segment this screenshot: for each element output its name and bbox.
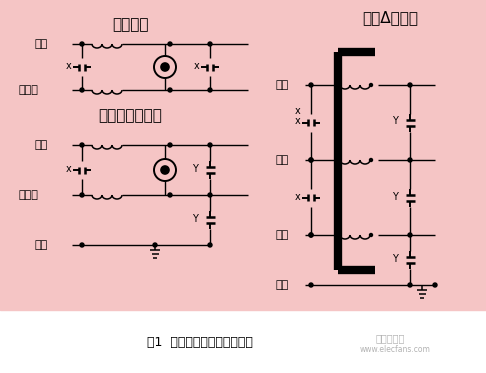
Circle shape	[208, 143, 212, 147]
Circle shape	[369, 159, 372, 162]
Text: x: x	[294, 106, 300, 116]
Text: x: x	[294, 116, 300, 126]
Circle shape	[433, 283, 437, 287]
Circle shape	[80, 42, 84, 46]
Circle shape	[208, 42, 212, 46]
Circle shape	[369, 233, 372, 236]
Text: Y: Y	[192, 214, 198, 224]
Circle shape	[309, 158, 313, 162]
Text: 常用滤波器类型: 常用滤波器类型	[98, 108, 162, 123]
Circle shape	[309, 83, 313, 87]
Text: 电子发烧友: 电子发烧友	[375, 333, 405, 343]
Circle shape	[80, 243, 84, 247]
Circle shape	[80, 143, 84, 147]
Text: 相线: 相线	[275, 155, 288, 165]
Text: 相线: 相线	[34, 140, 47, 150]
Text: 中性线: 中性线	[18, 190, 38, 200]
Circle shape	[153, 243, 157, 247]
Circle shape	[309, 283, 313, 287]
Circle shape	[80, 193, 84, 197]
Text: 中性线: 中性线	[18, 85, 38, 95]
Circle shape	[168, 143, 172, 147]
Circle shape	[208, 193, 212, 197]
Text: Y: Y	[392, 116, 398, 126]
Circle shape	[408, 283, 412, 287]
Text: 相线: 相线	[34, 39, 47, 49]
Circle shape	[369, 84, 372, 87]
Circle shape	[80, 88, 84, 92]
Text: x: x	[193, 61, 199, 71]
Text: x: x	[65, 61, 71, 71]
Text: www.elecfans.com: www.elecfans.com	[360, 345, 431, 354]
Circle shape	[161, 166, 169, 174]
Text: 地线: 地线	[275, 280, 288, 290]
Text: 三相Δ连接型: 三相Δ连接型	[362, 10, 418, 25]
Text: 相线: 相线	[275, 230, 288, 240]
Circle shape	[208, 88, 212, 92]
Circle shape	[161, 63, 169, 71]
Circle shape	[408, 158, 412, 162]
Text: x: x	[65, 164, 71, 174]
Text: 地线: 地线	[34, 240, 47, 250]
Text: 相线: 相线	[275, 80, 288, 90]
Text: Y: Y	[392, 191, 398, 201]
Circle shape	[168, 193, 172, 197]
Circle shape	[309, 158, 313, 162]
Circle shape	[208, 243, 212, 247]
Text: 图1  典型的单级电源线滤波器: 图1 典型的单级电源线滤波器	[147, 335, 253, 348]
Text: Y: Y	[192, 164, 198, 174]
Circle shape	[309, 233, 313, 237]
Circle shape	[408, 233, 412, 237]
Bar	[0, 0, 486, 310]
Text: x: x	[294, 191, 300, 201]
Text: 低泄漏型: 低泄漏型	[112, 17, 148, 32]
Text: Y: Y	[392, 254, 398, 264]
Circle shape	[309, 233, 313, 237]
Circle shape	[168, 42, 172, 46]
Circle shape	[408, 83, 412, 87]
Circle shape	[168, 88, 172, 92]
